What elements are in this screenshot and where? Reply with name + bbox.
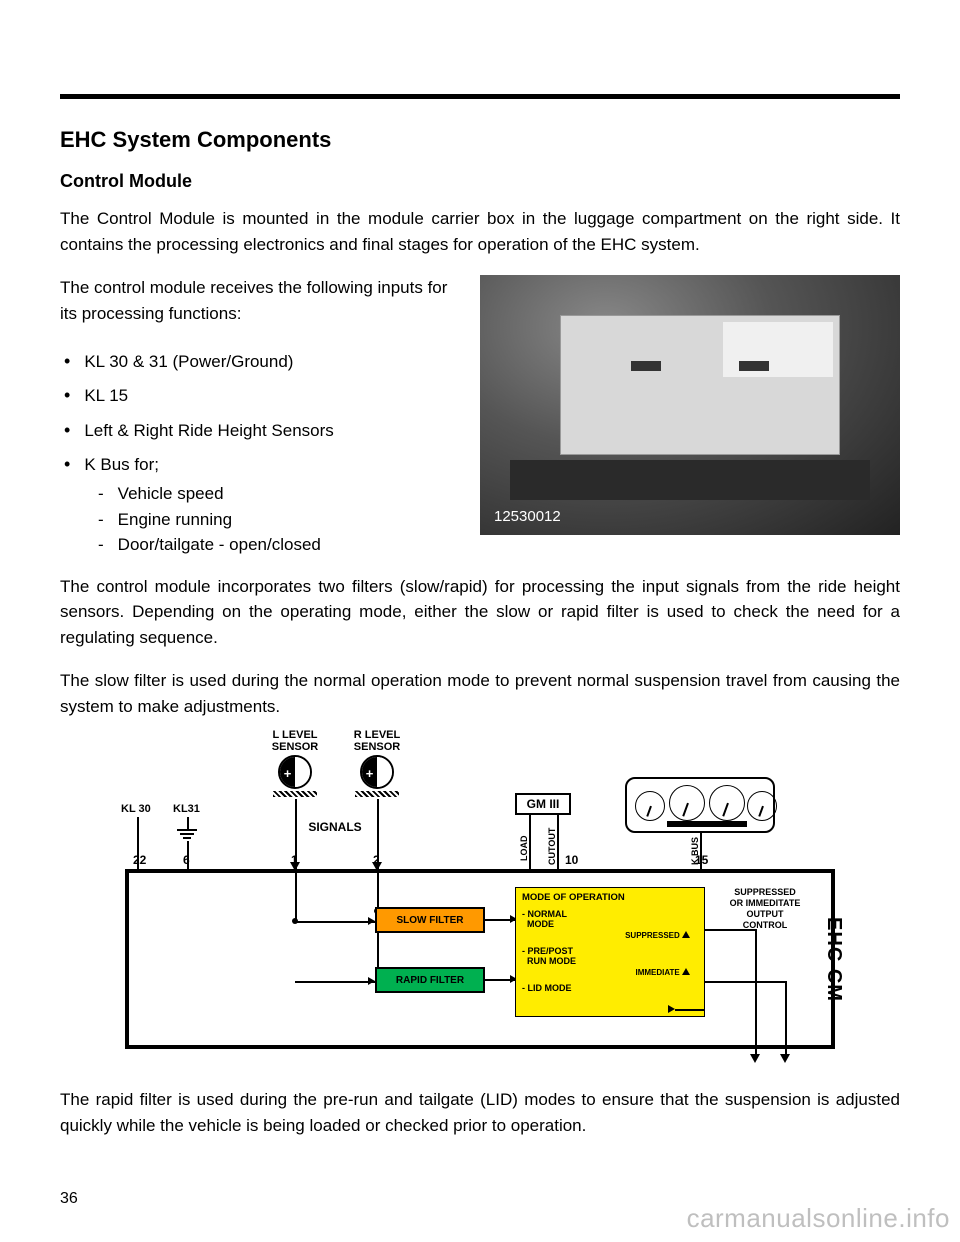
filters-paragraph-2: The slow filter is used during the norma…	[60, 668, 900, 719]
kbus-label: K BUS	[690, 837, 700, 865]
sublist-item: Vehicle speed	[98, 481, 462, 507]
cutout-label: CUTOUT	[547, 828, 557, 865]
section-title: Control Module	[60, 171, 900, 192]
sublist-item: Engine running	[98, 507, 462, 533]
pin-6: 6	[183, 853, 190, 867]
pin-22: 22	[133, 853, 146, 867]
mode-suppressed: SUPPRESSED	[522, 931, 698, 940]
inputs-lead: The control module receives the followin…	[60, 275, 462, 326]
sub-text: Vehicle speed	[118, 484, 224, 503]
sub-text: Door/tailgate - open/closed	[118, 535, 321, 554]
watermark: carmanualsonline.info	[687, 1203, 950, 1234]
filters-paragraph-1: The control module incorporates two filt…	[60, 574, 900, 651]
kl31-label: KL31	[173, 803, 200, 815]
rapid-filter-box: RAPID FILTER	[375, 967, 485, 993]
slow-filter-box: SLOW FILTER	[375, 907, 485, 933]
inputs-list: KL 30 & 31 (Power/Ground) KL 15 Left & R…	[60, 344, 462, 558]
ehc-cm-title: EHC CM	[819, 879, 847, 1039]
instrument-cluster-icon	[625, 777, 775, 833]
sub-text: Engine running	[118, 510, 232, 529]
mode-immediate: IMMEDIATE	[522, 968, 698, 977]
page-title: EHC System Components	[60, 127, 900, 153]
bullet-text: K Bus for;	[84, 455, 159, 474]
ehc-diagram: L LEVEL SENSOR R LEVEL SENSOR +− +− SIGN…	[115, 729, 845, 1069]
l-sensor-label: L LEVEL SENSOR	[265, 729, 325, 753]
r-sensor-icon: +−	[347, 753, 407, 797]
r-sensor-label: R LEVEL SENSOR	[347, 729, 407, 753]
bullet-text: KL 30 & 31 (Power/Ground)	[84, 352, 293, 371]
gm-box: GM III	[515, 793, 571, 815]
page-number: 36	[60, 1190, 78, 1208]
bullet-text: Left & Right Ride Height Sensors	[84, 421, 333, 440]
list-item: K Bus for; Vehicle speed Engine running …	[64, 447, 462, 558]
signals-label: SIGNALS	[295, 821, 375, 834]
load-label: LOAD	[519, 836, 529, 862]
list-item: Left & Right Ride Height Sensors	[64, 413, 462, 447]
suppressed-output-label: SUPPRESSED OR IMMEDITATE OUTPUT CONTROL	[715, 887, 815, 930]
sublist-item: Door/tailgate - open/closed	[98, 532, 462, 558]
mode-title: MODE OF OPERATION	[522, 892, 698, 903]
kl30-label: KL 30	[121, 803, 151, 815]
divider	[60, 94, 900, 99]
l-sensor-icon: +−	[265, 753, 325, 797]
photo-caption: 12530012	[494, 508, 561, 525]
intro-paragraph: The Control Module is mounted in the mod…	[60, 206, 900, 257]
mode-prepost: - PRE/POST RUN MODE	[522, 946, 698, 966]
mode-normal: - NORMAL MODE	[522, 909, 698, 929]
module-photo: 12530012	[480, 275, 900, 535]
list-item: KL 15	[64, 378, 462, 412]
mode-lid: - LID MODE	[522, 983, 698, 993]
ground-icon	[177, 829, 197, 839]
mode-of-operation-box: MODE OF OPERATION - NORMAL MODE SUPPRESS…	[515, 887, 705, 1017]
list-item: KL 30 & 31 (Power/Ground)	[64, 344, 462, 378]
pin-10: 10	[565, 853, 578, 867]
bullet-text: KL 15	[84, 386, 128, 405]
rapid-filter-paragraph: The rapid filter is used during the pre-…	[60, 1087, 900, 1138]
pin-2: 2	[373, 853, 380, 867]
pin-1: 1	[291, 853, 298, 867]
